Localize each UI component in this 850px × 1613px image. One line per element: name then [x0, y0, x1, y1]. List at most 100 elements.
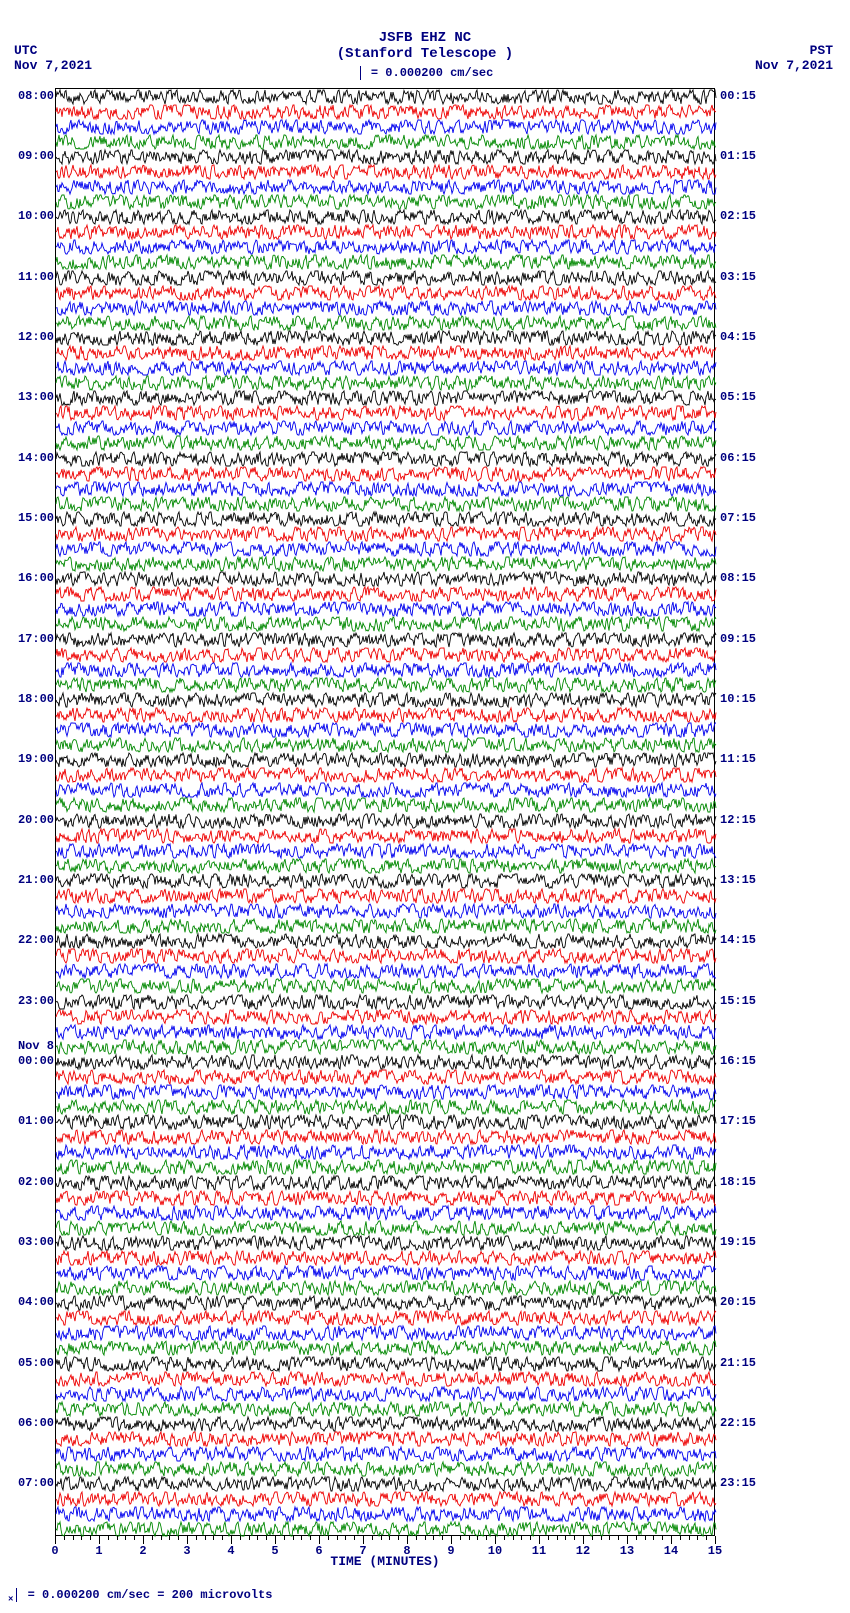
- x-tick-minor: [706, 1536, 707, 1540]
- seismic-trace: [56, 722, 714, 738]
- x-tick-label: 14: [664, 1544, 678, 1558]
- x-tick-minor: [337, 1536, 338, 1540]
- x-tick-minor: [460, 1536, 461, 1540]
- seismic-trace: [56, 994, 714, 1010]
- seismic-trace: [56, 1039, 714, 1055]
- right-hour-label: 23:15: [720, 1476, 756, 1490]
- right-hour-label: 01:15: [720, 149, 756, 163]
- x-tick-minor: [284, 1536, 285, 1540]
- seismic-trace: [56, 375, 714, 391]
- x-tick-minor: [222, 1536, 223, 1540]
- x-tick-label: 12: [576, 1544, 590, 1558]
- x-tick-minor: [486, 1536, 487, 1540]
- seismic-trace: [56, 1069, 714, 1085]
- seismic-trace: [56, 285, 714, 301]
- x-tick-minor: [169, 1536, 170, 1540]
- x-tick-label: 0: [51, 1544, 58, 1558]
- x-axis: TIME (MINUTES) 0123456789101112131415: [55, 1536, 715, 1569]
- left-hour-label: 09:00: [18, 149, 54, 163]
- seismic-trace: [56, 1295, 714, 1311]
- seismic-trace: [56, 466, 714, 482]
- day-break-label: Nov 8: [18, 1039, 54, 1053]
- seismic-trace: [56, 616, 714, 632]
- x-tick-minor: [521, 1536, 522, 1540]
- seismic-trace: [56, 1325, 714, 1341]
- x-tick-minor: [477, 1536, 478, 1540]
- left-hour-label: 21:00: [18, 873, 54, 887]
- seismic-trace: [56, 707, 714, 723]
- x-tick-minor: [574, 1536, 575, 1540]
- x-tick-minor: [530, 1536, 531, 1540]
- x-tick-minor: [249, 1536, 250, 1540]
- x-tick-minor: [504, 1536, 505, 1540]
- x-tick-major: [583, 1536, 584, 1544]
- x-tick-major: [671, 1536, 672, 1544]
- x-tick-major: [187, 1536, 188, 1544]
- seismic-trace: [56, 526, 714, 542]
- seismic-trace: [56, 752, 714, 768]
- seismic-trace: [56, 1506, 714, 1522]
- seismic-trace: [56, 978, 714, 994]
- seismogram-plot: [55, 88, 715, 1536]
- x-tick-minor: [257, 1536, 258, 1540]
- seismic-trace: [56, 858, 714, 874]
- x-tick-major: [715, 1536, 716, 1544]
- left-hour-label: 02:00: [18, 1175, 54, 1189]
- x-tick-label: 3: [183, 1544, 190, 1558]
- seismic-trace: [56, 119, 714, 135]
- seismic-trace: [56, 541, 714, 557]
- seismic-trace: [56, 1310, 714, 1326]
- x-tick-minor: [609, 1536, 610, 1540]
- right-hour-label: 07:15: [720, 511, 756, 525]
- right-hour-label: 19:15: [720, 1235, 756, 1249]
- seismic-trace: [56, 481, 714, 497]
- x-tick-label: 6: [315, 1544, 322, 1558]
- right-hour-label: 11:15: [720, 752, 756, 766]
- seismic-trace: [56, 1175, 714, 1191]
- x-tick-minor: [425, 1536, 426, 1540]
- seismic-trace: [56, 1356, 714, 1372]
- right-hour-label: 06:15: [720, 451, 756, 465]
- station-title: JSFB EHZ NC: [0, 30, 850, 46]
- x-tick-minor: [592, 1536, 593, 1540]
- left-hour-label: 20:00: [18, 813, 54, 827]
- footer-scale: × = 0.000200 cm/sec = 200 microvolts: [8, 1588, 272, 1605]
- seismic-trace: [56, 1280, 714, 1296]
- seismic-trace: [56, 1340, 714, 1356]
- location-title: (Stanford Telescope ): [0, 46, 850, 62]
- x-tick-minor: [117, 1536, 118, 1540]
- left-hour-label: 22:00: [18, 933, 54, 947]
- left-hour-label: 23:00: [18, 994, 54, 1008]
- x-axis-label: TIME (MINUTES): [55, 1554, 715, 1569]
- left-hour-label: 01:00: [18, 1114, 54, 1128]
- seismic-trace: [56, 873, 714, 889]
- x-tick-minor: [134, 1536, 135, 1540]
- seismic-trace: [56, 797, 714, 813]
- seismic-trace: [56, 948, 714, 964]
- x-tick-minor: [618, 1536, 619, 1540]
- left-hour-label: 14:00: [18, 451, 54, 465]
- seismic-trace: [56, 1386, 714, 1402]
- x-tick-minor: [152, 1536, 153, 1540]
- seismic-trace: [56, 270, 714, 286]
- seismic-trace: [56, 1205, 714, 1221]
- seismic-trace: [56, 179, 714, 195]
- x-tick-major: [627, 1536, 628, 1544]
- x-tick-minor: [328, 1536, 329, 1540]
- right-hour-label: 02:15: [720, 209, 756, 223]
- left-hour-label: 16:00: [18, 571, 54, 585]
- x-tick-minor: [81, 1536, 82, 1540]
- x-tick-minor: [90, 1536, 91, 1540]
- seismic-trace: [56, 963, 714, 979]
- seismic-trace: [56, 1099, 714, 1115]
- x-tick-minor: [73, 1536, 74, 1540]
- right-hour-label: 20:15: [720, 1295, 756, 1309]
- seismic-trace: [56, 782, 714, 798]
- seismic-trace: [56, 300, 714, 316]
- x-tick-minor: [213, 1536, 214, 1540]
- seismic-trace: [56, 239, 714, 255]
- right-hour-label: 21:15: [720, 1356, 756, 1370]
- seismic-trace: [56, 1431, 714, 1447]
- date-right: Nov 7,2021: [755, 58, 833, 73]
- timezone-right: PST: [810, 43, 833, 58]
